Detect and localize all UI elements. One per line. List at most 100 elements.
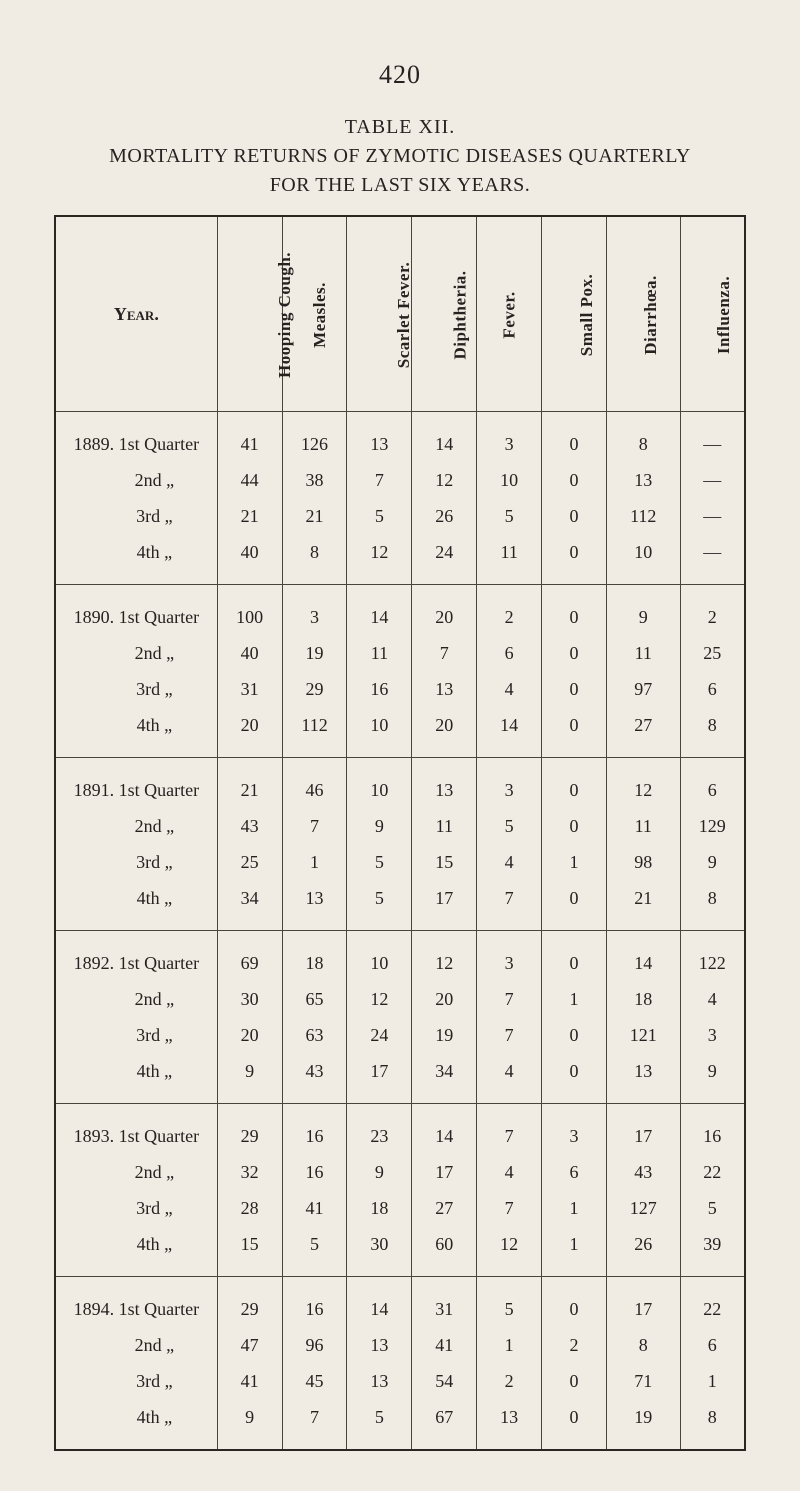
data-cell: 22 [680,1154,745,1190]
data-cell: 21 [217,498,282,534]
table-row: 3rd „212152650112— [55,498,745,534]
data-cell: 41 [282,1190,347,1226]
data-cell: — [680,426,745,462]
year-label: 1894. 1st Quarter [55,1291,217,1327]
spacer-row [55,1089,745,1104]
data-cell: 3 [477,772,542,808]
col-header-year: Year. [55,216,217,412]
data-cell: 8 [680,707,745,743]
data-cell: 5 [477,498,542,534]
data-cell: 1 [542,981,607,1017]
data-cell: 5 [347,880,412,916]
data-cell: 0 [542,1291,607,1327]
data-cell: 63 [282,1017,347,1053]
data-cell: 19 [282,635,347,671]
data-cell: 13 [347,1363,412,1399]
data-cell: 5 [347,498,412,534]
data-cell: 43 [282,1053,347,1089]
data-cell: 41 [217,1363,282,1399]
data-cell: 71 [606,1363,680,1399]
data-cell: 43 [606,1154,680,1190]
data-cell: 29 [217,1118,282,1154]
data-cell: 121 [606,1017,680,1053]
table-row: 3rd „20632419701213 [55,1017,745,1053]
data-cell: 19 [412,1017,477,1053]
data-cell: 97 [606,671,680,707]
table-row: 2nd „4019117601125 [55,635,745,671]
data-cell: 8 [606,1327,680,1363]
data-cell: 69 [217,945,282,981]
table-number-title: TABLE XII. [54,116,746,139]
data-cell: 20 [217,707,282,743]
mortality-table: Year. Hooping Cough. Measles. Scarlet Fe… [54,215,746,1451]
data-cell: 40 [217,534,282,570]
table-row: 3rd „4145135420711 [55,1363,745,1399]
data-cell: 122 [680,945,745,981]
data-cell: 8 [606,426,680,462]
data-cell: 13 [606,1053,680,1089]
data-cell: 0 [542,426,607,462]
data-cell: 0 [542,1053,607,1089]
data-cell: 45 [282,1363,347,1399]
data-cell: 9 [217,1053,282,1089]
data-cell: 7 [477,981,542,1017]
data-cell: 9 [217,1399,282,1435]
col-header-fever: Fever. [477,216,542,412]
data-cell: 8 [282,534,347,570]
data-cell: 12 [477,1226,542,1262]
data-cell: 14 [412,426,477,462]
data-cell: 5 [680,1190,745,1226]
year-label: 1890. 1st Quarter [55,599,217,635]
data-cell: 21 [606,880,680,916]
quarter-label: 4th „ [55,1399,217,1435]
data-cell: 6 [542,1154,607,1190]
data-cell: 11 [412,808,477,844]
data-cell: 11 [606,808,680,844]
data-cell: 9 [680,844,745,880]
data-cell: 1 [542,844,607,880]
data-cell: 17 [347,1053,412,1089]
data-cell: 13 [477,1399,542,1435]
quarter-label: 2nd „ [55,462,217,498]
data-cell: 1 [542,1226,607,1262]
quarter-label: 2nd „ [55,1327,217,1363]
table-row: 1891. 1st Quarter2146101330126 [55,772,745,808]
data-cell: 5 [347,1399,412,1435]
data-cell: 7 [282,808,347,844]
data-cell: 6 [680,671,745,707]
data-cell: 14 [347,1291,412,1327]
col-header-hooping-cough: Hooping Cough. [217,216,282,412]
data-cell: 0 [542,599,607,635]
data-cell: 126 [282,426,347,462]
spacer-row [55,585,745,599]
data-cell: 4 [477,1053,542,1089]
data-cell: 10 [477,462,542,498]
table-row: 4th „201121020140278 [55,707,745,743]
quarter-label: 2nd „ [55,981,217,1017]
data-cell: 17 [606,1118,680,1154]
col-header-diphtheria: Diphtheria. [412,216,477,412]
data-cell: 5 [477,1291,542,1327]
data-cell: 7 [477,1190,542,1226]
data-cell: 29 [282,671,347,707]
table-row: 3rd „3129161340976 [55,671,745,707]
data-cell: 3 [680,1017,745,1053]
spacer-row [55,743,745,758]
data-cell: 0 [542,1399,607,1435]
data-cell: 22 [680,1291,745,1327]
quarter-label: 3rd „ [55,671,217,707]
data-cell: 127 [606,1190,680,1226]
spacer-row [55,916,745,931]
quarter-label: 4th „ [55,1053,217,1089]
quarter-label: 4th „ [55,534,217,570]
table-row: 4th „341351770218 [55,880,745,916]
document-page: 420 TABLE XII. MORTALITY RETURNS OF ZYMO… [0,0,800,1491]
year-label: 1891. 1st Quarter [55,772,217,808]
data-cell: 16 [680,1118,745,1154]
table-row: 1893. 1st Quarter29162314731716 [55,1118,745,1154]
data-cell: 30 [217,981,282,1017]
data-cell: 14 [606,945,680,981]
quarter-label: 3rd „ [55,498,217,534]
col-header-scarlet-fever: Scarlet Fever. [347,216,412,412]
data-cell: 0 [542,1017,607,1053]
